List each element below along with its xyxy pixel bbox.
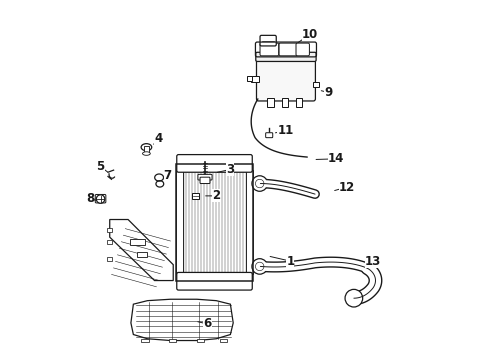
Bar [107, 228, 112, 232]
Bar [168, 339, 175, 342]
FancyBboxPatch shape [95, 194, 105, 203]
Bar [245, 171, 253, 274]
Bar [313, 82, 318, 86]
FancyBboxPatch shape [295, 43, 309, 56]
Circle shape [255, 179, 264, 188]
FancyBboxPatch shape [260, 43, 278, 56]
Bar [183, 171, 246, 274]
FancyBboxPatch shape [279, 43, 297, 56]
Text: 2: 2 [212, 189, 220, 202]
FancyBboxPatch shape [255, 52, 315, 62]
FancyBboxPatch shape [260, 35, 276, 46]
Polygon shape [131, 299, 233, 341]
Text: 10: 10 [301, 28, 317, 41]
Text: 11: 11 [277, 124, 293, 137]
Bar [107, 240, 112, 244]
Ellipse shape [142, 152, 150, 155]
Bar [267, 98, 273, 107]
Bar [141, 339, 148, 342]
Bar [295, 98, 302, 107]
Text: 9: 9 [324, 86, 332, 99]
Bar [219, 339, 226, 342]
Bar [130, 239, 144, 245]
Text: 8: 8 [86, 192, 94, 205]
FancyBboxPatch shape [176, 154, 252, 172]
Bar [192, 193, 199, 199]
Bar [197, 339, 203, 342]
Bar [250, 76, 259, 82]
Circle shape [251, 176, 267, 191]
Bar [247, 76, 251, 81]
Bar [144, 147, 148, 154]
Text: 4: 4 [154, 132, 162, 145]
Polygon shape [109, 220, 173, 280]
Bar [107, 257, 112, 261]
Text: 14: 14 [327, 152, 344, 165]
Bar [175, 171, 183, 274]
Text: 5: 5 [96, 160, 104, 173]
Circle shape [96, 195, 104, 203]
FancyBboxPatch shape [176, 273, 252, 290]
FancyBboxPatch shape [256, 54, 315, 101]
Text: 1: 1 [285, 255, 294, 267]
Text: 7: 7 [163, 169, 171, 182]
FancyBboxPatch shape [200, 177, 209, 184]
Circle shape [251, 259, 267, 274]
Ellipse shape [141, 144, 151, 151]
Text: 3: 3 [226, 163, 234, 176]
Text: 6: 6 [203, 318, 211, 330]
Circle shape [345, 289, 362, 307]
Bar [175, 164, 253, 280]
Bar [281, 98, 287, 107]
Circle shape [255, 262, 264, 271]
Text: 12: 12 [338, 181, 354, 194]
FancyBboxPatch shape [198, 174, 212, 180]
Bar [137, 252, 147, 257]
Text: 13: 13 [365, 255, 381, 268]
FancyBboxPatch shape [265, 133, 272, 138]
